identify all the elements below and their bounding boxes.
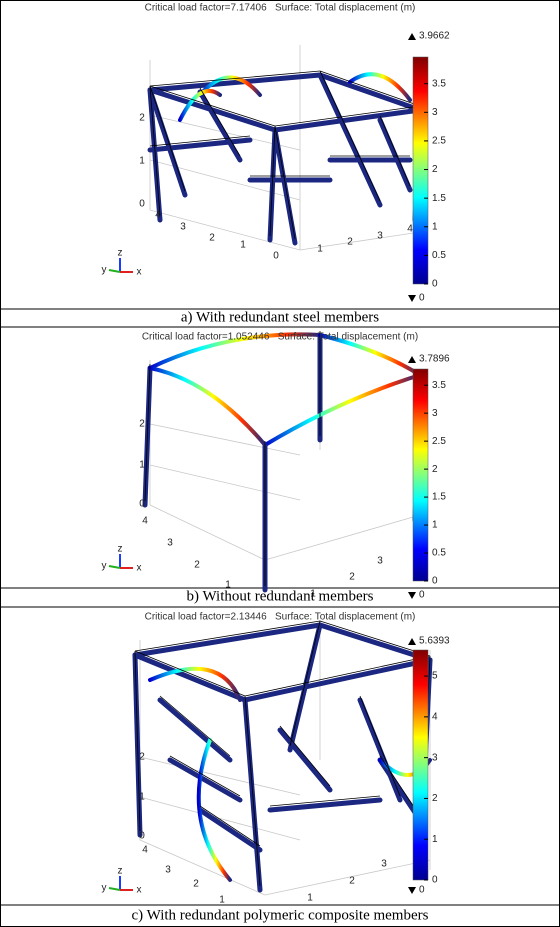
caption: c) With redundant polymeric composite me… bbox=[132, 907, 429, 923]
colorbar-tick-label: 1.5 bbox=[432, 492, 446, 503]
triad-label: x bbox=[137, 885, 142, 896]
axis-tick-label: 2 bbox=[349, 572, 355, 583]
axis-tick-label: 0 bbox=[139, 199, 145, 210]
triad-label: z bbox=[118, 544, 123, 555]
colorbar-tick-label: 1.5 bbox=[432, 193, 446, 204]
axis-tick-label: 1 bbox=[240, 240, 246, 251]
axis-tick-label: 3 bbox=[167, 538, 173, 549]
colorbar bbox=[413, 369, 428, 581]
colorbar-tick-label: 0.5 bbox=[432, 548, 446, 559]
axis-tick-label: 1 bbox=[139, 792, 145, 803]
colorbar-tick-label: 3.5 bbox=[432, 78, 446, 89]
min-value: 0 bbox=[419, 590, 425, 601]
outer-border bbox=[1, 1, 560, 927]
triad-label: y bbox=[102, 265, 107, 276]
axis-tick-label: 2 bbox=[349, 876, 355, 887]
triad-label: x bbox=[137, 267, 142, 278]
colorbar-tick-label: 2.5 bbox=[432, 436, 446, 447]
max-value: 5.6393 bbox=[419, 636, 450, 647]
colorbar-tick-label: 2 bbox=[432, 164, 438, 175]
colorbar-tick-label: 3.5 bbox=[432, 380, 446, 391]
max-value: 3.7896 bbox=[419, 354, 450, 365]
colorbar bbox=[413, 57, 428, 284]
plot-title: Critical load factor=1.052446 Surface: T… bbox=[142, 332, 418, 343]
colorbar-tick-label: 1 bbox=[432, 221, 438, 232]
axis-tick-label: 0 bbox=[139, 831, 145, 842]
triad-label: y bbox=[102, 883, 107, 894]
colorbar-tick-label: 4 bbox=[432, 711, 438, 722]
caption: a) With redundant steel members bbox=[181, 309, 379, 325]
axis-tick-label: 2 bbox=[139, 113, 145, 124]
plot-title: Critical load factor=7.17406 Surface: To… bbox=[145, 3, 416, 14]
figure: Critical load factor=7.17406 Surface: To… bbox=[0, 0, 560, 927]
colorbar-tick-label: 2.5 bbox=[432, 136, 446, 147]
colorbar-tick-label: 3 bbox=[432, 752, 438, 763]
max-value: 3.9662 bbox=[419, 31, 450, 42]
caption: b) Without redundant members bbox=[187, 588, 374, 604]
triad-label: z bbox=[118, 866, 123, 877]
plot-title: Critical load factor=2.13446 Surface: To… bbox=[145, 612, 416, 623]
axis-tick-label: 4 bbox=[155, 210, 161, 221]
axis-tick-label: 3 bbox=[180, 222, 186, 233]
axis-tick-label: 4 bbox=[142, 845, 148, 856]
axis-tick-label: 3 bbox=[381, 859, 387, 870]
axis-tick-label: 2 bbox=[209, 233, 215, 244]
min-value: 0 bbox=[419, 885, 425, 896]
colorbar-tick-label: 0.5 bbox=[432, 250, 446, 261]
axis-tick-label: 2 bbox=[194, 560, 200, 571]
axis-tick-label: 1 bbox=[317, 244, 323, 255]
triad-label: z bbox=[118, 248, 123, 259]
axis-tick-label: 2 bbox=[139, 752, 145, 763]
colorbar-tick-label: 1 bbox=[432, 834, 438, 845]
colorbar bbox=[413, 650, 428, 880]
axis-tick-label: 3 bbox=[377, 231, 383, 242]
colorbar-tick-label: 2 bbox=[432, 793, 438, 804]
axis-tick-label: 2 bbox=[347, 237, 353, 248]
axis-tick-label: 4 bbox=[142, 516, 148, 527]
axis-tick-label: 1 bbox=[139, 460, 145, 471]
colorbar-tick-label: 3 bbox=[432, 107, 438, 118]
triad-label: x bbox=[137, 563, 142, 574]
axis-tick-label: 3 bbox=[377, 556, 383, 567]
axis-tick-label: 1 bbox=[307, 893, 313, 904]
colorbar-tick-label: 0 bbox=[432, 875, 438, 886]
min-value: 0 bbox=[419, 293, 425, 304]
axis-tick-label: 2 bbox=[139, 419, 145, 430]
triad-label: y bbox=[102, 561, 107, 572]
axis-tick-label: 0 bbox=[273, 251, 279, 262]
axis-tick-label: 3 bbox=[165, 865, 171, 876]
colorbar-tick-label: 2 bbox=[432, 464, 438, 475]
axis-tick-label: 4 bbox=[407, 224, 413, 235]
colorbar-tick-label: 5 bbox=[432, 671, 438, 682]
colorbar-tick-label: 1 bbox=[432, 520, 438, 531]
axis-tick-label: 0 bbox=[139, 499, 145, 510]
axis-tick-label: 2 bbox=[193, 879, 199, 890]
colorbar-tick-label: 0 bbox=[432, 576, 438, 587]
axis-tick-label: 1 bbox=[139, 156, 145, 167]
colorbar-tick-label: 0 bbox=[432, 279, 438, 290]
axis-tick-label: 1 bbox=[219, 895, 225, 906]
colorbar-tick-label: 3 bbox=[432, 408, 438, 419]
